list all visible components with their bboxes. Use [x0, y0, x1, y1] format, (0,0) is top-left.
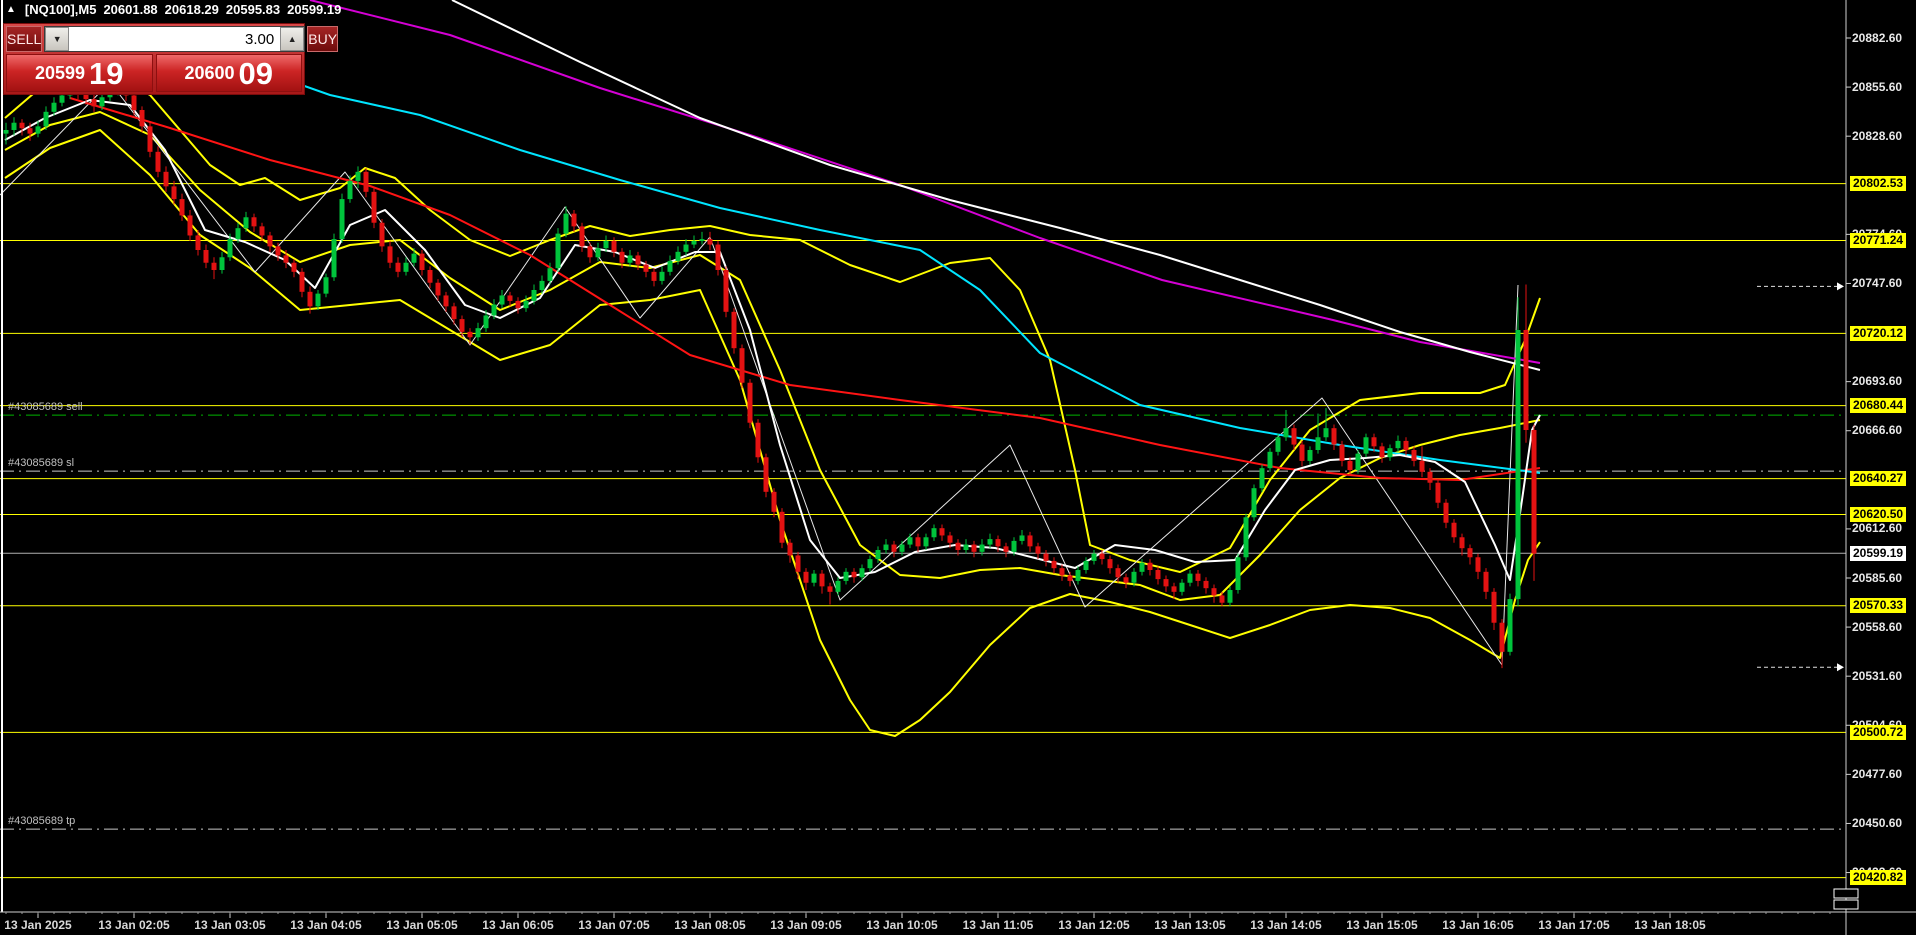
time-axis-label: 13 Jan 18:05 — [1634, 918, 1706, 932]
arrow-head-icon — [1837, 663, 1844, 672]
time-axis-label: 13 Jan 07:05 — [578, 918, 650, 932]
price-axis[interactable]: 20882.6020855.6020828.6020802.5320774.60… — [1846, 0, 1916, 912]
time-axis-label: 13 Jan 04:05 — [290, 918, 362, 932]
buy-price-button[interactable]: 20600 09 — [155, 54, 302, 92]
buy-price-small: 20600 — [184, 62, 235, 83]
level-price-label: 20802.53 — [1850, 176, 1907, 192]
zigzag-white — [0, 81, 1519, 666]
volume-spinner: ▼ ▲ — [44, 26, 306, 52]
ohlc-high: 20618.29 — [164, 2, 219, 17]
price-axis-label: 20531.60 — [1852, 668, 1903, 683]
level-price-label: 20720.12 — [1850, 325, 1907, 341]
price-axis-label: 20693.60 — [1852, 374, 1903, 389]
time-axis-label: 13 Jan 05:05 — [386, 918, 458, 932]
price-axis-label: 20828.60 — [1852, 128, 1903, 143]
level-price-label: 20420.82 — [1850, 870, 1907, 886]
buy-button[interactable]: BUY — [307, 26, 339, 52]
one-click-trading-panel: SELL ▼ ▲ BUY 20599 19 20600 09 — [3, 23, 339, 95]
volume-increase-icon[interactable]: ▲ — [280, 27, 305, 51]
level-price-label: 20771.24 — [1850, 232, 1907, 248]
price-axis-label: 20585.60 — [1852, 570, 1903, 585]
time-axis-label: 13 Jan 06:05 — [482, 918, 554, 932]
level-price-label: 20640.27 — [1850, 471, 1907, 487]
bb-mid-yellow — [4, 111, 1541, 601]
level-price-label: 20620.50 — [1850, 507, 1907, 523]
price-axis-label: 20855.60 — [1852, 79, 1903, 94]
level-price-label: 20680.44 — [1850, 398, 1907, 414]
bb-lower-yellow — [4, 129, 1541, 737]
price-axis-label: 20477.60 — [1852, 766, 1903, 781]
order-sl-label: #43085689 sl — [8, 457, 75, 470]
level-price-label: 20500.72 — [1850, 724, 1907, 740]
time-axis-label: 13 Jan 13:05 — [1154, 918, 1226, 932]
volume-decrease-icon[interactable]: ▼ — [45, 27, 70, 51]
time-axis-label: 13 Jan 17:05 — [1538, 918, 1610, 932]
ma-cyan — [244, 64, 1541, 474]
time-axis-label: 13 Jan 11:05 — [962, 918, 1034, 932]
sell-price-small: 20599 — [34, 62, 86, 83]
time-axis-label: 13 Jan 2025 — [4, 918, 72, 932]
symbol-period-label: [NQ100],M5 — [24, 2, 97, 17]
time-axis-label: 13 Jan 10:05 — [866, 918, 938, 932]
sell-button[interactable]: SELL — [6, 26, 43, 52]
ma-magenta — [309, 0, 1541, 364]
sell-price-button[interactable]: 20599 19 — [6, 54, 153, 92]
price-axis-label: 20747.60 — [1852, 275, 1903, 290]
time-axis-label: 13 Jan 02:05 — [98, 918, 170, 932]
price-axis-label: 20558.60 — [1852, 619, 1903, 634]
collapse-panel-icon[interactable]: ▲ — [6, 4, 16, 15]
volume-input[interactable] — [69, 27, 281, 51]
arrow-head-icon — [1837, 282, 1844, 291]
price-axis-label: 20612.60 — [1852, 521, 1903, 536]
time-axis-label: 13 Jan 09:05 — [770, 918, 842, 932]
corner-box-button[interactable] — [1833, 899, 1859, 910]
horizontal-lines-layer — [0, 183, 1846, 879]
price-axis-label: 20450.60 — [1852, 815, 1903, 830]
order-tp-label: #43085689 tp — [8, 815, 76, 828]
candles-layer — [3, 80, 1537, 669]
time-axis[interactable]: 13 Jan 2025 13 Jan 02:05 13 Jan 03:05 13 Ja… — [0, 916, 1916, 935]
price-axis-label: 20666.60 — [1852, 423, 1903, 438]
ohlc-close: 20599.19 — [287, 2, 342, 17]
level-price-label: 20570.33 — [1850, 598, 1907, 614]
bb-upper-yellow — [4, 79, 1541, 573]
buy-price-big: 09 — [238, 55, 274, 91]
corner-box-button[interactable] — [1833, 888, 1859, 899]
ma-white-slow — [451, 0, 1541, 371]
chart-info-bar: ▲ [NQ100],M5 20601.88 20618.29 20595.83 … — [6, 2, 341, 17]
plot-area — [0, 0, 1846, 879]
price-axis-label: 20882.60 — [1852, 30, 1903, 45]
time-axis-label: 13 Jan 15:05 — [1346, 918, 1418, 932]
current-price-label: 20599.19 — [1850, 545, 1907, 561]
time-axis-label: 13 Jan 12:05 — [1058, 918, 1130, 932]
ohlc-low: 20595.83 — [225, 2, 281, 17]
sell-price-big: 19 — [89, 55, 124, 91]
indicator-lines-layer — [0, 0, 1541, 737]
projection-arrows-layer — [1757, 282, 1844, 672]
ohlc-open: 20601.88 — [103, 2, 158, 17]
order-sell-label: #43085689 sell — [8, 401, 83, 414]
trade-lines-layer[interactable] — [0, 414, 1846, 830]
time-axis-label: 13 Jan 03:05 — [194, 918, 266, 932]
time-axis-label: 13 Jan 14:05 — [1250, 918, 1322, 932]
time-axis-label: 13 Jan 16:05 — [1442, 918, 1514, 932]
time-axis-label: 13 Jan 08:05 — [674, 918, 746, 932]
